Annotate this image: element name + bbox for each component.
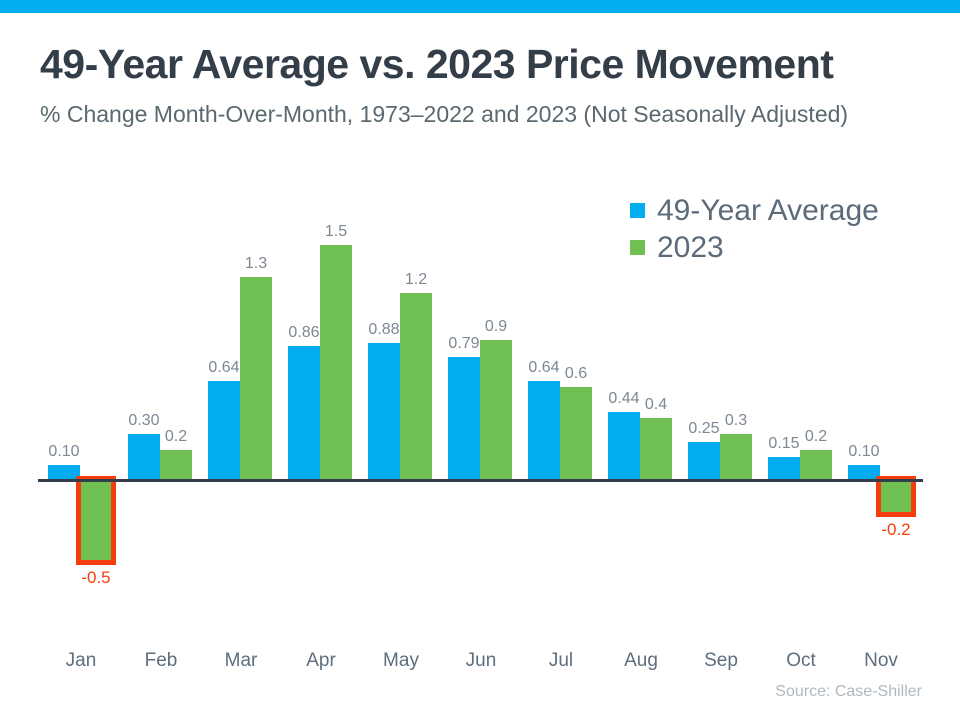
value-label-2023-sep: 0.3 xyxy=(724,412,748,429)
bar-49yr-jan xyxy=(48,465,80,481)
x-axis-label-nov: Nov xyxy=(864,650,898,671)
value-label-2023-nov: -0.2 xyxy=(881,520,911,539)
bar-49yr-aug xyxy=(608,412,640,481)
value-label-49yr-aug: 0.44 xyxy=(608,390,640,407)
value-label-2023-jun: 0.9 xyxy=(484,318,508,335)
x-axis-label-mar: Mar xyxy=(224,650,258,671)
value-label-2023-mar: 1.3 xyxy=(244,255,268,272)
value-label-49yr-sep: 0.25 xyxy=(688,420,720,437)
legend-label-2023: 2023 xyxy=(657,230,724,264)
value-label-49yr-jan: 0.10 xyxy=(48,443,80,460)
value-label-2023-jan: -0.5 xyxy=(81,568,111,587)
value-label-2023-jul: 0.6 xyxy=(564,365,588,382)
bar-2023-oct xyxy=(800,450,832,481)
x-axis-label-jun: Jun xyxy=(465,650,497,671)
top-accent-bar xyxy=(0,0,960,13)
value-label-2023-aug: 0.4 xyxy=(644,396,668,413)
chart-legend: 49-Year Average 2023 xyxy=(630,192,879,266)
highlight-box-2023-nov xyxy=(876,476,916,517)
value-label-49yr-may: 0.88 xyxy=(368,321,400,338)
x-axis-label-feb: Feb xyxy=(144,650,178,671)
value-label-49yr-oct: 0.15 xyxy=(768,435,800,452)
x-axis-label-apr: Apr xyxy=(306,650,336,671)
highlight-box-2023-jan xyxy=(76,476,116,565)
x-axis-label-jan: Jan xyxy=(65,650,97,671)
x-axis-line xyxy=(38,479,923,482)
value-label-2023-oct: 0.2 xyxy=(804,428,828,445)
value-label-2023-apr: 1.5 xyxy=(324,223,348,240)
legend-label-49yr-average: 49-Year Average xyxy=(657,193,879,227)
bar-49yr-jun xyxy=(448,357,480,481)
x-axis-label-sep: Sep xyxy=(704,650,738,671)
bar-49yr-jul xyxy=(528,381,560,481)
page-subtitle: % Change Month-Over-Month, 1973–2022 and… xyxy=(40,101,849,127)
bar-2023-jun xyxy=(480,340,512,481)
value-label-49yr-feb: 0.30 xyxy=(128,412,160,429)
bar-2023-feb xyxy=(160,450,192,481)
bar-2023-sep xyxy=(720,434,752,481)
x-axis-label-oct: Oct xyxy=(786,650,816,671)
bar-49yr-nov xyxy=(848,465,880,481)
bar-49yr-sep xyxy=(688,442,720,481)
x-axis-label-jul: Jul xyxy=(548,650,574,671)
bar-49yr-oct xyxy=(768,457,800,481)
bar-2023-apr xyxy=(320,245,352,481)
page-title: 49-Year Average vs. 2023 Price Movement xyxy=(40,41,834,87)
value-label-49yr-mar: 0.64 xyxy=(208,359,240,376)
x-axis-label-aug: Aug xyxy=(624,650,658,671)
bar-49yr-mar xyxy=(208,381,240,481)
bar-2023-jul xyxy=(560,387,592,481)
legend-item-2023: 2023 xyxy=(630,229,879,266)
value-label-49yr-jun: 0.79 xyxy=(448,335,480,352)
value-label-49yr-nov: 0.10 xyxy=(848,443,880,460)
source-note: Source: Case-Shiller xyxy=(775,683,922,700)
legend-swatch-2023 xyxy=(630,240,645,255)
bar-2023-aug xyxy=(640,418,672,481)
value-label-49yr-apr: 0.86 xyxy=(288,324,320,341)
bar-2023-mar xyxy=(240,277,272,481)
value-label-2023-may: 1.2 xyxy=(404,271,428,288)
value-label-2023-feb: 0.2 xyxy=(164,428,188,445)
bar-49yr-apr xyxy=(288,346,320,481)
x-axis-label-may: May xyxy=(383,650,419,671)
legend-swatch-49yr-average xyxy=(630,203,645,218)
value-label-49yr-jul: 0.64 xyxy=(528,359,560,376)
legend-item-49yr-average: 49-Year Average xyxy=(630,192,879,229)
bar-49yr-feb xyxy=(128,434,160,481)
bar-2023-may xyxy=(400,293,432,481)
bar-49yr-may xyxy=(368,343,400,481)
